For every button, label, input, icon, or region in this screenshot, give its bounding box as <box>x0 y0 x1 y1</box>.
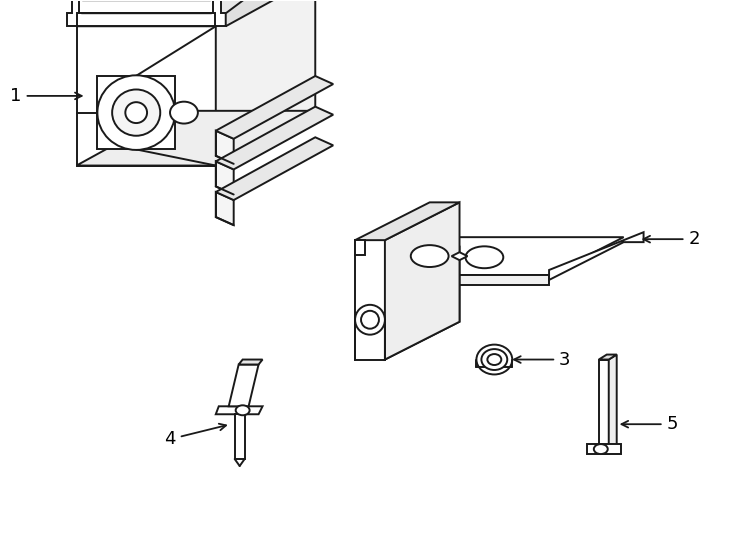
Polygon shape <box>355 240 385 360</box>
Polygon shape <box>76 111 316 166</box>
Polygon shape <box>587 444 621 454</box>
Polygon shape <box>239 360 263 365</box>
Polygon shape <box>79 1 213 14</box>
Polygon shape <box>599 360 608 454</box>
Polygon shape <box>76 26 216 166</box>
Polygon shape <box>229 364 258 406</box>
Polygon shape <box>385 202 459 360</box>
Polygon shape <box>216 76 333 139</box>
Ellipse shape <box>126 102 147 123</box>
Ellipse shape <box>487 354 501 365</box>
Polygon shape <box>385 237 624 275</box>
Polygon shape <box>76 0 316 26</box>
Ellipse shape <box>361 311 379 329</box>
Text: 5: 5 <box>622 415 678 433</box>
Polygon shape <box>216 0 316 166</box>
Ellipse shape <box>594 444 608 454</box>
Polygon shape <box>216 406 263 414</box>
Polygon shape <box>355 202 459 240</box>
Polygon shape <box>355 240 365 255</box>
Ellipse shape <box>411 245 448 267</box>
Polygon shape <box>216 131 233 164</box>
Ellipse shape <box>355 305 385 335</box>
Ellipse shape <box>170 102 198 124</box>
Polygon shape <box>385 275 549 285</box>
Polygon shape <box>87 0 206 26</box>
Ellipse shape <box>112 90 160 136</box>
Text: 4: 4 <box>164 424 226 448</box>
Polygon shape <box>78 14 215 26</box>
Text: 1: 1 <box>10 87 81 105</box>
Ellipse shape <box>482 349 507 370</box>
Ellipse shape <box>98 75 175 150</box>
Polygon shape <box>216 106 333 170</box>
Polygon shape <box>599 355 617 360</box>
Ellipse shape <box>465 246 504 268</box>
Polygon shape <box>67 0 226 26</box>
Polygon shape <box>206 0 280 26</box>
Polygon shape <box>608 355 617 454</box>
Polygon shape <box>549 232 644 280</box>
Polygon shape <box>216 192 233 225</box>
Text: 3: 3 <box>514 350 570 368</box>
Ellipse shape <box>236 406 250 415</box>
Polygon shape <box>98 76 175 150</box>
Text: 2: 2 <box>644 230 700 248</box>
Polygon shape <box>385 247 459 360</box>
Polygon shape <box>451 252 468 260</box>
Polygon shape <box>216 161 233 194</box>
Ellipse shape <box>476 345 512 374</box>
Polygon shape <box>235 414 244 459</box>
Polygon shape <box>216 137 333 200</box>
Polygon shape <box>226 0 300 26</box>
